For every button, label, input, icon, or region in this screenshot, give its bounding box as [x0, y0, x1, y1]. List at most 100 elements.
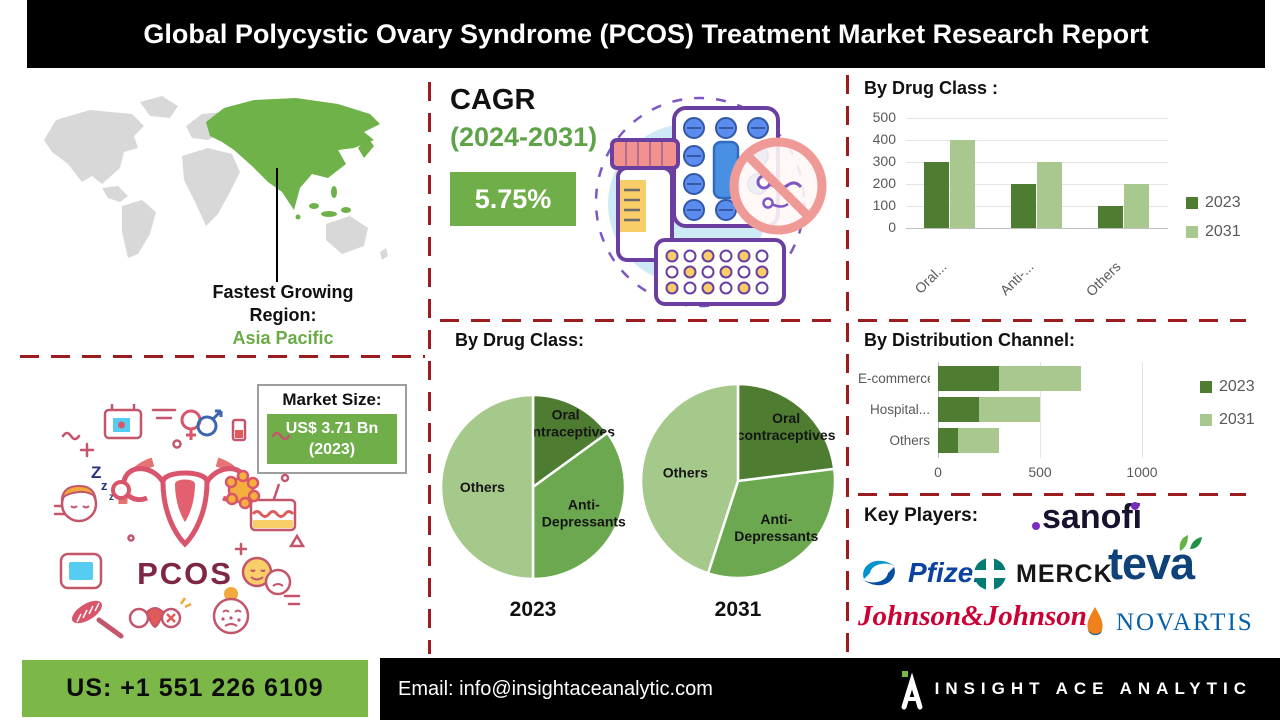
- brand-lockup: INSIGHT ACE ANALYTIC: [899, 669, 1252, 710]
- phone-banner: US: +1 551 226 6109: [22, 660, 368, 717]
- pie-label: Depressants: [542, 513, 626, 529]
- mini-uterus-icon: [128, 597, 192, 629]
- gridline: [1142, 362, 1143, 458]
- market-size-value: US$ 3.71 Bn (2023): [267, 414, 397, 464]
- distribution-channel-chart: 0 500 1000 E-commerce Hospital... Others 2023 2…: [858, 360, 1280, 488]
- svg-text:Z: Z: [91, 463, 101, 482]
- pfizer-logo: Pfizer: [858, 553, 984, 593]
- divider-right-2: [858, 493, 1246, 496]
- divider-left: [20, 355, 425, 358]
- legend-item: 2023: [1200, 378, 1255, 396]
- row-label: Hospital...: [869, 402, 930, 417]
- pcos-text: PCOS: [137, 556, 233, 591]
- pie-slice-Oral contraceptives: [736, 382, 836, 483]
- calendar-icon: [103, 404, 143, 440]
- x-axis-tick: 1000: [1126, 464, 1158, 480]
- pie-label: Oral: [552, 407, 580, 423]
- weight-scale-icon: [59, 552, 103, 590]
- bar-2031-2: [958, 428, 1000, 453]
- world-map: [44, 96, 388, 260]
- email-text[interactable]: Email: info@insightaceanalytic.com: [398, 677, 713, 700]
- fastest-growing-region: Fastest Growing Region: Asia Pacific: [168, 281, 398, 350]
- insight-ace-logo-icon: [901, 671, 923, 710]
- report-title: Global Polycystic Ovary Syndrome (PCOS) …: [27, 0, 1265, 68]
- pie-slice-Oral contraceptives: [531, 393, 610, 490]
- cagr-label: CAGR: [450, 84, 536, 116]
- pie-label: contraceptives: [737, 427, 836, 443]
- bar-2023-1: [938, 397, 979, 422]
- footer-bar: Email: info@insightaceanalytic.com INSIG…: [380, 658, 1280, 720]
- cagr-value-badge: 5.75%: [450, 172, 576, 226]
- divider-col-1: [428, 82, 431, 654]
- legend-item: 2031: [1186, 223, 1241, 241]
- legend-item: 2031: [1200, 411, 1255, 429]
- novartis-flame-icon: [1087, 607, 1103, 636]
- svg-text:z: z: [109, 492, 114, 503]
- round-pill-pack-icon: [654, 238, 786, 306]
- pie-slice-Anti-Depressants: [531, 431, 627, 581]
- market-size-label: Market Size:: [282, 390, 382, 409]
- legend-label: 2023: [1219, 378, 1255, 395]
- x-axis-tick: 500: [1028, 464, 1052, 480]
- market-size-amount: US$ 3.71 Bn: [285, 420, 379, 437]
- merck-logo: MERCK: [972, 556, 1113, 592]
- legend-swatch: [1186, 197, 1198, 209]
- brand-text: INSIGHT ACE ANALYTIC: [934, 679, 1252, 698]
- divider-middle: [440, 319, 838, 322]
- bar-chart-title: By Drug Class :: [864, 78, 999, 98]
- pie-year-2023: 2023: [509, 598, 557, 621]
- contraceptive-pills-illustration: [594, 96, 827, 308]
- market-size-year: (2023): [308, 441, 356, 458]
- uterus-icon: PCOS: [111, 457, 261, 591]
- sanofi-text: sanofi: [1042, 498, 1143, 536]
- legend-swatch: [1200, 414, 1212, 426]
- gridline: [1040, 362, 1041, 458]
- no-pregnancy-icon: [729, 137, 827, 235]
- pcos-illustration: Z z z: [53, 404, 306, 639]
- svg-text:z: z: [101, 478, 108, 493]
- cystic-ovary-icon: [224, 469, 261, 510]
- legend-label: 2031: [1205, 223, 1241, 240]
- y-axis-tick: 500: [872, 109, 896, 125]
- key-players-label: Key Players:: [864, 505, 979, 526]
- y-axis-tick: 400: [872, 131, 896, 147]
- bar-2023-0: [938, 366, 1000, 391]
- merck-text: MERCK: [1016, 559, 1113, 588]
- market-size-card: Market Size: US$ 3.71 Bn (2023): [257, 384, 407, 474]
- jnj-text: Johnson&Johnson: [858, 600, 1087, 632]
- distribution-chart-title: By Distribution Channel:: [864, 330, 1075, 350]
- bar-2031-0: [949, 140, 975, 228]
- legend-swatch: [1200, 381, 1212, 393]
- gridline: [906, 140, 1168, 141]
- bar-2023-1: [1011, 184, 1036, 228]
- pfizer-text: Pfizer: [908, 557, 985, 588]
- x-axis-tick: 0: [934, 464, 942, 480]
- sanofi-purple-dot2-icon: [1032, 522, 1040, 530]
- asia-highlight: [206, 98, 380, 220]
- pie-section-title: By Drug Class:: [455, 330, 585, 350]
- bar-2031-1: [1037, 162, 1062, 228]
- y-axis-tick: 100: [872, 197, 896, 213]
- bar-2031-0: [999, 366, 1081, 391]
- sanofi-purple-dot-icon: [1131, 502, 1140, 510]
- bar-2031-2: [1124, 184, 1150, 228]
- sanofi-logo: sanofi: [1032, 498, 1143, 537]
- hairbrush-icon: [71, 600, 124, 639]
- merck-icon: [972, 556, 1008, 592]
- legend-label: 2023: [1205, 194, 1241, 211]
- teva-logo: teva: [1108, 535, 1202, 586]
- sleeping-woman-icon: Z z z: [60, 463, 114, 523]
- mood-masks-icon: [241, 556, 292, 596]
- y-axis-tick: 300: [872, 153, 896, 169]
- bar-2023-2: [938, 428, 959, 453]
- bar-2023-2: [1098, 206, 1124, 228]
- y-axis-tick: 200: [872, 175, 896, 191]
- cagr-period: (2024-2031): [450, 122, 598, 152]
- johnson-and-johnson-logo: Johnson&Johnson: [858, 600, 1087, 633]
- divider-col-2: [846, 75, 849, 653]
- skin-follicle-icon: [249, 483, 297, 532]
- pfizer-swirl-icon: [862, 560, 896, 586]
- legend-label: 2031: [1219, 411, 1255, 428]
- acne-face-icon: [212, 587, 250, 635]
